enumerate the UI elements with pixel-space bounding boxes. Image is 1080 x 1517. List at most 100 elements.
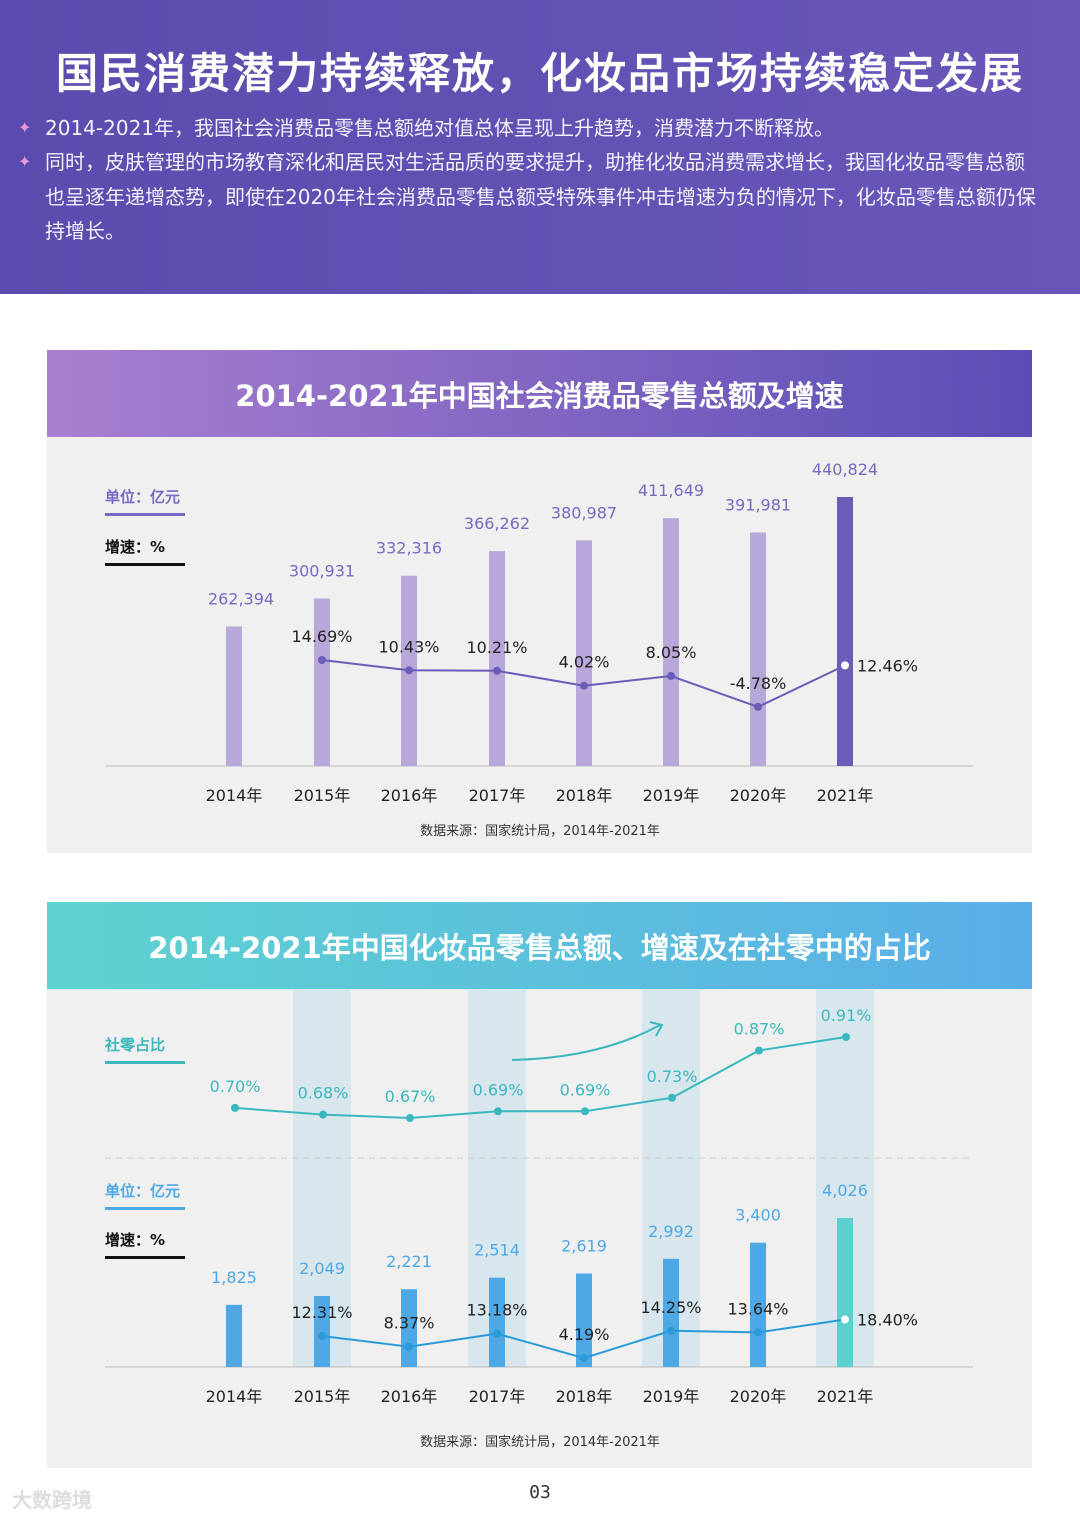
growth-label: 14.69% bbox=[291, 627, 352, 646]
chart-card-retail: 2014-2021年中国社会消费品零售总额及增速 bbox=[47, 350, 1032, 853]
source-note: 数据来源：国家统计局，2014年-2021年 bbox=[420, 1435, 660, 1450]
growth-point bbox=[405, 666, 413, 675]
share-legend: 社零占比 bbox=[105, 1034, 185, 1064]
share-point bbox=[319, 1110, 327, 1119]
x-tick-label: 2016年 bbox=[381, 1387, 438, 1406]
bar-value-label: 366,262 bbox=[464, 514, 530, 533]
bar bbox=[576, 540, 592, 766]
page-number: 03 bbox=[529, 1482, 551, 1503]
bar-value-label: 2,221 bbox=[386, 1252, 432, 1271]
x-tick-label: 2018年 bbox=[556, 1387, 613, 1406]
bar-value-label: 2,514 bbox=[474, 1241, 520, 1260]
bar bbox=[314, 598, 330, 766]
share-point bbox=[494, 1107, 502, 1116]
bar-value-label: 262,394 bbox=[208, 589, 274, 608]
growth-point bbox=[318, 1332, 326, 1341]
bar-value-label: 4,026 bbox=[822, 1181, 868, 1200]
bar-value-label: 2,992 bbox=[648, 1222, 694, 1241]
growth-label: 12.46% bbox=[857, 656, 918, 675]
bar bbox=[750, 532, 766, 766]
bar bbox=[663, 518, 679, 766]
growth-point bbox=[580, 1354, 588, 1363]
chart-title: 2014-2021年中国社会消费品零售总额及增速 bbox=[47, 350, 1032, 437]
growth-label: 4.19% bbox=[559, 1325, 610, 1344]
x-tick-label: 2015年 bbox=[294, 786, 351, 805]
growth-point bbox=[841, 661, 849, 670]
bullet-2: ✦ 同时，皮肤管理的市场教育深化和居民对生活品质的要求提升，助推化妆品消费需求增长… bbox=[18, 145, 1040, 249]
sparkle-icon: ✦ bbox=[18, 152, 32, 171]
share-label: 0.68% bbox=[298, 1084, 349, 1103]
bar bbox=[489, 1277, 505, 1367]
growth-label: 8.37% bbox=[384, 1314, 435, 1333]
growth-label: 18.40% bbox=[857, 1311, 918, 1330]
growth-label: 10.43% bbox=[378, 637, 439, 656]
growth-point bbox=[667, 1326, 675, 1335]
share-label: 0.67% bbox=[385, 1087, 436, 1106]
growth-point bbox=[493, 1329, 501, 1338]
x-tick-label: 2014年 bbox=[206, 786, 263, 805]
x-tick-label: 2020年 bbox=[730, 786, 787, 805]
x-tick-label: 2018年 bbox=[556, 786, 613, 805]
bar-value-label: 3,400 bbox=[735, 1206, 781, 1225]
growth-point bbox=[580, 681, 588, 690]
source-note: 数据来源：国家统计局，2014年-2021年 bbox=[420, 824, 660, 839]
bar bbox=[314, 1296, 330, 1367]
bar-value-label: 1,825 bbox=[211, 1268, 257, 1287]
bar-value-label: 411,649 bbox=[638, 481, 704, 500]
bar bbox=[750, 1242, 766, 1367]
x-tick-label: 2014年 bbox=[206, 1387, 263, 1406]
trend-arrow-icon bbox=[511, 1021, 664, 1061]
x-tick-label: 2021年 bbox=[817, 1387, 874, 1406]
share-label: 0.69% bbox=[473, 1080, 524, 1099]
unit-legend: 单位：亿元 bbox=[105, 486, 185, 516]
bar-value-label: 380,987 bbox=[551, 503, 617, 522]
growth-label: 14.25% bbox=[640, 1298, 701, 1317]
share-label: 0.69% bbox=[560, 1080, 611, 1099]
share-label: 0.70% bbox=[210, 1077, 261, 1096]
growth-label: 8.05% bbox=[646, 643, 697, 662]
watermark-logo: 大数跨境 bbox=[12, 1488, 92, 1512]
bar bbox=[663, 1258, 679, 1367]
bar bbox=[226, 626, 242, 766]
bar bbox=[837, 1218, 853, 1367]
growth-point bbox=[405, 1342, 413, 1351]
x-tick-label: 2020年 bbox=[730, 1387, 787, 1406]
growth-legend: 增速：% bbox=[105, 1229, 185, 1259]
growth-point bbox=[754, 702, 762, 711]
sparkle-icon: ✦ bbox=[18, 118, 32, 137]
bar-value-label: 332,316 bbox=[376, 539, 442, 558]
share-point bbox=[755, 1046, 763, 1055]
bar-value-label: 2,049 bbox=[299, 1259, 345, 1278]
bar-value-label: 391,981 bbox=[725, 495, 791, 514]
growth-label: 10.21% bbox=[466, 638, 527, 657]
growth-label: -4.78% bbox=[730, 674, 787, 693]
growth-point bbox=[318, 655, 326, 664]
x-tick-label: 2017年 bbox=[469, 1387, 526, 1406]
page-header: 国民消费潜力持续释放，化妆品市场持续稳定发展 ✦ 2014-2021年，我国社会消… bbox=[0, 0, 1080, 294]
bar bbox=[489, 551, 505, 766]
share-label: 0.91% bbox=[821, 1006, 872, 1025]
share-point bbox=[581, 1107, 589, 1116]
bar bbox=[226, 1304, 242, 1367]
x-tick-label: 2019年 bbox=[643, 786, 700, 805]
bullet-1: ✦ 2014-2021年，我国社会消费品零售总额绝对值总体呈现上升趋势，消费潜力不… bbox=[18, 111, 1040, 146]
growth-label: 13.18% bbox=[466, 1301, 527, 1320]
bar-value-label: 440,824 bbox=[812, 460, 878, 479]
bar bbox=[401, 1289, 417, 1367]
growth-point bbox=[667, 671, 675, 680]
unit-legend: 单位：亿元 bbox=[105, 1180, 185, 1210]
growth-label: 13.64% bbox=[727, 1299, 788, 1318]
growth-point bbox=[754, 1328, 762, 1337]
growth-label: 12.31% bbox=[291, 1303, 352, 1322]
bar bbox=[576, 1273, 592, 1367]
x-tick-label: 2017年 bbox=[469, 786, 526, 805]
page-title: 国民消费潜力持续释放，化妆品市场持续稳定发展 bbox=[55, 49, 1024, 98]
share-point bbox=[842, 1033, 850, 1041]
x-tick-label: 2021年 bbox=[817, 786, 874, 805]
bar-value-label: 2,619 bbox=[561, 1237, 607, 1256]
growth-legend: 增速：% bbox=[105, 536, 185, 566]
bar bbox=[837, 497, 853, 766]
share-point bbox=[231, 1103, 239, 1112]
share-label: 0.87% bbox=[734, 1020, 785, 1039]
